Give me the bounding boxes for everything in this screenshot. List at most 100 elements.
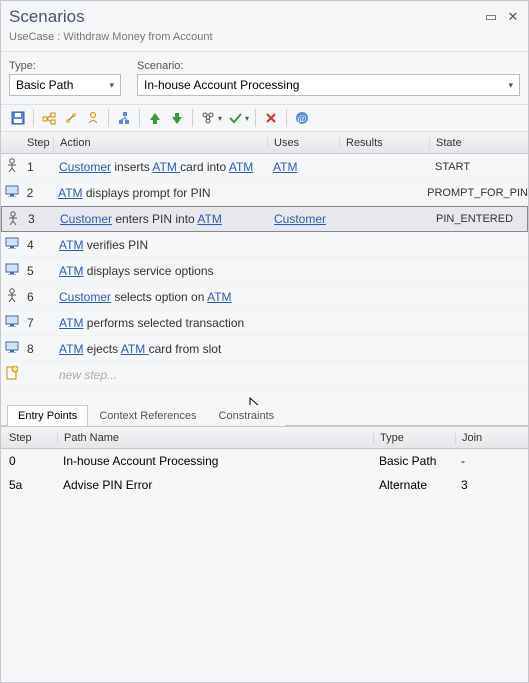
state-cell: START	[429, 161, 528, 173]
window-subtitle: UseCase : Withdraw Money from Account	[1, 29, 528, 52]
close-icon[interactable]: ✕	[506, 9, 520, 25]
move-down-icon[interactable]	[168, 109, 186, 127]
action-text: performs selected transaction	[83, 316, 244, 330]
chevron-down-icon: ▾	[508, 80, 513, 91]
chevron-down-icon[interactable]: ▾	[218, 114, 222, 123]
action-link[interactable]: ATM	[207, 290, 231, 304]
table-row[interactable]: 2 ATM displays prompt for PIN PROMPT_FOR_P…	[1, 180, 528, 206]
action-link[interactable]: Customer	[59, 290, 111, 304]
scenario-dropdown[interactable]: In-house Account Processing ▾	[137, 74, 520, 96]
tab-constraints[interactable]: Constraints	[208, 405, 286, 426]
action-link[interactable]: ATM	[59, 316, 83, 330]
subgrid-row[interactable]: 0In-house Account ProcessingBasic Path-	[1, 449, 528, 473]
step-number: 6	[23, 290, 53, 304]
step-number: 3	[24, 212, 54, 226]
table-row[interactable]: 7 ATM performs selected transaction	[1, 310, 528, 336]
col-step[interactable]: Step	[23, 137, 53, 149]
system-icon	[5, 263, 19, 278]
chevron-down-icon: ▾	[109, 80, 114, 91]
action-text: card from slot	[149, 342, 222, 356]
action-link[interactable]: ATM	[152, 160, 180, 174]
col-results[interactable]: Results	[339, 137, 429, 149]
structure-icon[interactable]	[40, 109, 58, 127]
action-text: card into	[180, 160, 229, 174]
tab-entry-points[interactable]: Entry Points	[7, 405, 88, 426]
type-value: Basic Path	[16, 78, 73, 92]
system-icon	[5, 237, 19, 252]
col-state[interactable]: State	[429, 137, 528, 149]
state-cell: PIN_ENTERED	[430, 213, 527, 225]
grid-header: Step Action Uses Results State	[1, 132, 528, 154]
save-icon[interactable]	[9, 109, 27, 127]
subgrid-row[interactable]: 5aAdvise PIN ErrorAlternate3	[1, 473, 528, 497]
state-cell: PROMPT_FOR_PIN	[421, 187, 528, 199]
action-text: inserts	[111, 160, 152, 174]
window-menu-icon[interactable]: ▭	[484, 9, 498, 25]
col-action[interactable]: Action	[53, 137, 267, 149]
step-number: 7	[23, 316, 53, 330]
new-doc-icon	[6, 366, 18, 383]
action-link[interactable]: Customer	[59, 160, 111, 174]
action-text: ejects	[83, 342, 120, 356]
step-number: 5	[23, 264, 53, 278]
subcol-join[interactable]: Join	[455, 432, 528, 444]
step-number: 2	[23, 186, 53, 200]
action-text: displays prompt for PIN	[83, 186, 211, 200]
svg-text:@: @	[297, 114, 306, 125]
table-row[interactable]: 1Customer inserts ATM card into ATMATMST…	[1, 154, 528, 180]
window-title: Scenarios	[9, 7, 484, 27]
move-up-icon[interactable]	[146, 109, 164, 127]
action-text: verifies PIN	[83, 238, 148, 252]
type-label: Type:	[9, 60, 129, 72]
manage-icon[interactable]	[84, 109, 102, 127]
table-row[interactable]: 6 Customer selects option on ATM	[1, 284, 528, 310]
action-link[interactable]: ATM	[197, 212, 221, 226]
action-text: enters PIN into	[112, 212, 197, 226]
action-link[interactable]: Customer	[60, 212, 112, 226]
subcol-type[interactable]: Type	[373, 432, 455, 444]
link-dropdown-icon[interactable]	[199, 109, 217, 127]
system-icon	[5, 315, 19, 330]
assign-icon[interactable]	[115, 109, 133, 127]
tab-context-references[interactable]: Context References	[88, 405, 207, 426]
table-row[interactable]: 4ATM verifies PIN	[1, 232, 528, 258]
relation-icon[interactable]	[62, 109, 80, 127]
entry-step: 0	[1, 454, 57, 468]
delete-icon[interactable]	[262, 109, 280, 127]
action-link[interactable]: ATM	[58, 186, 82, 200]
entry-name: Advise PIN Error	[57, 478, 373, 492]
action-text: selects option on	[111, 290, 207, 304]
action-link[interactable]: ATM	[229, 160, 253, 174]
check-dropdown-icon[interactable]	[226, 109, 244, 127]
uses-link[interactable]: ATM	[273, 160, 297, 174]
table-row[interactable]: 5 ATM displays service options	[1, 258, 528, 284]
actor-icon	[7, 211, 19, 228]
action-link[interactable]: ATM	[121, 342, 149, 356]
type-dropdown[interactable]: Basic Path ▾	[9, 74, 121, 96]
entry-join: 3	[455, 478, 528, 492]
actor-icon	[6, 158, 18, 175]
subcol-name[interactable]: Path Name	[57, 432, 373, 444]
subgrid-header: Step Path Name Type Join	[1, 427, 528, 449]
entry-join: -	[455, 454, 528, 468]
scenario-value: In-house Account Processing	[144, 78, 299, 92]
scenario-label: Scenario:	[137, 60, 520, 72]
system-icon	[5, 185, 19, 200]
toolbar: ▾ ▾ @	[1, 104, 528, 132]
table-row[interactable]: 8ATM ejects ATM card from slot	[1, 336, 528, 362]
subcol-step[interactable]: Step	[1, 432, 57, 444]
action-link[interactable]: ATM	[59, 342, 83, 356]
table-row[interactable]: 3 Customer enters PIN into ATM Customer PIN…	[1, 206, 528, 232]
new-step-row[interactable]: new step...	[1, 362, 528, 388]
uses-link[interactable]: Customer	[274, 212, 326, 226]
action-link[interactable]: ATM	[59, 238, 83, 252]
help-icon[interactable]: @	[293, 109, 311, 127]
action-text: displays service options	[83, 264, 213, 278]
actor-icon	[6, 288, 18, 305]
chevron-down-icon[interactable]: ▾	[245, 114, 249, 123]
action-link[interactable]: ATM	[59, 264, 83, 278]
entry-step: 5a	[1, 478, 57, 492]
new-step-label: new step...	[53, 368, 267, 382]
col-uses[interactable]: Uses	[267, 137, 339, 149]
entry-type: Alternate	[373, 478, 455, 492]
